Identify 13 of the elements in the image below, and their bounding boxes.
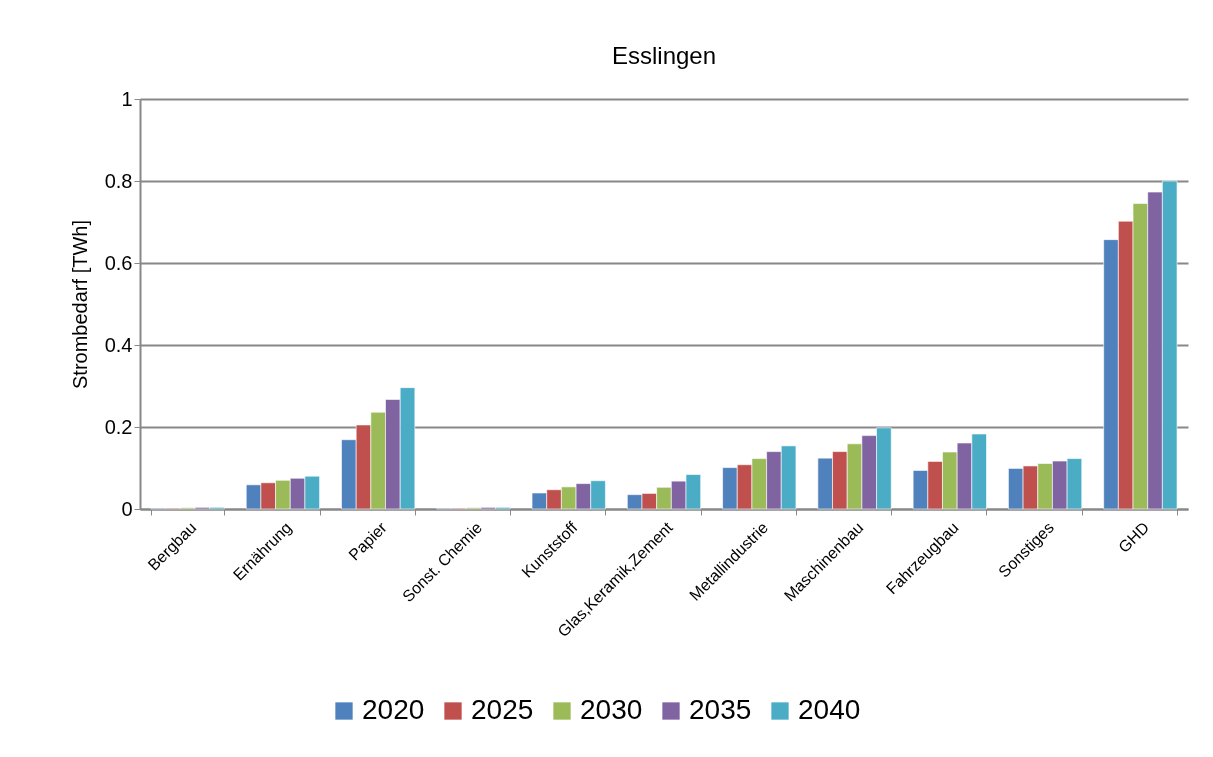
y-tick-label: 0.6 bbox=[104, 251, 133, 274]
y-tick-label: 0 bbox=[121, 497, 133, 520]
legend-label: 2025 bbox=[471, 694, 534, 725]
y-tick-label: 0.4 bbox=[104, 333, 133, 356]
y-tick-label: 1 bbox=[121, 87, 133, 110]
y-axis-title: Strombedarf [TWh] bbox=[68, 220, 91, 389]
legend-label: 2030 bbox=[580, 694, 643, 725]
y-tick-label: 0.8 bbox=[104, 169, 133, 192]
legend-label: 2040 bbox=[798, 694, 861, 725]
y-tick-label: 0.2 bbox=[104, 415, 133, 438]
chart-title: Esslingen bbox=[611, 42, 717, 69]
legend-label: 2035 bbox=[689, 694, 752, 725]
legend-label: 2020 bbox=[362, 694, 425, 725]
